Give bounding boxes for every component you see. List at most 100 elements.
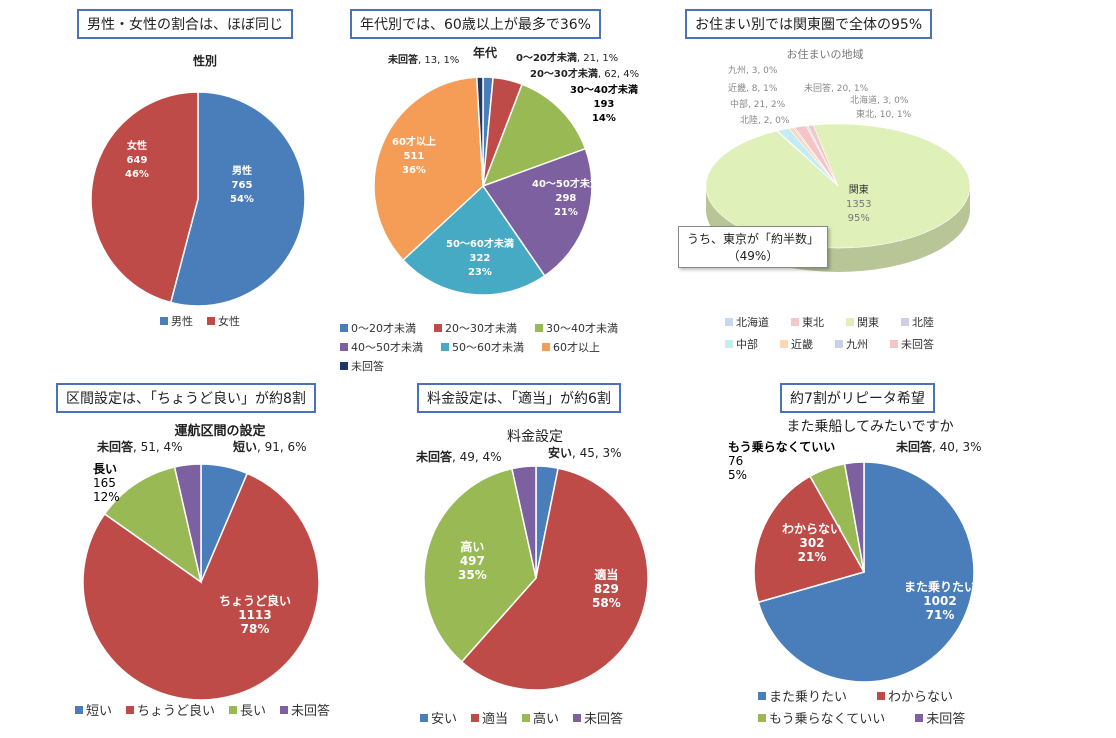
label-value: 1353 (846, 199, 872, 210)
legend-label: わからない (888, 690, 954, 705)
legend-item-2: 適当 (471, 708, 508, 727)
legend-label: 40～50才未満 (351, 341, 423, 354)
pie-slice-1 (169, 91, 306, 307)
data-label-2: 東北, 10, 1% (856, 108, 911, 122)
label-value-percent: , 21, 1% (576, 53, 619, 64)
data-label-4: 未回答, 40, 3% (896, 440, 982, 454)
data-label-3: 高い 497 35% (458, 540, 487, 582)
label-value: 829 (593, 582, 619, 596)
label-category: 未回答 (804, 84, 832, 94)
chart-fare: 料金設定 安い, 45, 3% 適当 829 58% 高い 497 35% 未回答, 49, … (410, 410, 670, 730)
label-percent: 95% (847, 213, 870, 224)
pie-slice-1 (757, 461, 975, 683)
pie-slice-4 (173, 463, 202, 583)
label-category: 40～50才未満 (532, 179, 600, 190)
legend-swatch (522, 713, 531, 722)
data-label-1: 男性 765 54% (230, 165, 254, 207)
data-label-4: 40～50才未満 298 21% (532, 178, 600, 220)
label-category: もう乗らなくていい (728, 440, 836, 454)
legend-item-1: 男性 (160, 313, 193, 329)
legend-item-1: 0～20才未満 (340, 320, 416, 336)
label-value-percent: , 45, 3% (572, 446, 622, 460)
legend-swatch (229, 705, 238, 714)
label-value: 302 (799, 536, 825, 550)
label-value: 193 (593, 99, 615, 110)
data-label-2: 20～30才未満, 62, 4% (530, 68, 639, 82)
legend-item-3: 長い (229, 700, 266, 719)
legend-swatch (901, 318, 909, 326)
legend: 男性 女性 (160, 313, 330, 329)
chart-title: 性別 (192, 54, 217, 68)
label-percent: 35% (458, 568, 487, 582)
legend-label: 未回答 (584, 712, 624, 727)
label-value: 76 (728, 454, 744, 468)
legend-swatch (835, 340, 843, 348)
legend-swatch (758, 713, 766, 722)
label-value: 497 (459, 554, 485, 568)
data-label-1: 0～20才未満, 21, 1% (516, 52, 618, 66)
label-percent: 78% (240, 622, 270, 636)
legend: 0～20才未満 20～30才未満 30～40才未満 40～50才未満 50～60才未満 6… (340, 320, 640, 374)
label-category: ちょうど良い (219, 594, 292, 608)
label-category: 北陸 (740, 116, 759, 126)
label-category: 高い (460, 540, 485, 554)
legend-label: 未回答 (926, 712, 966, 727)
pie-slice-2 (82, 472, 320, 701)
legend-swatch (126, 705, 135, 714)
label-value-percent: , 51, 4% (133, 440, 183, 454)
chart-age: 年代 0～20才未満, 21, 1% 20～30才未満, 62, 4% 30～40才… (340, 40, 640, 373)
data-label-4: 未回答, 49, 4% (416, 450, 502, 464)
label-value-percent: , 49, 4% (452, 450, 502, 464)
callout-repeat: 約7割がリピータ希望 (780, 383, 935, 413)
legend-label: 北陸 (912, 316, 934, 329)
label-category: 関東 (848, 185, 869, 196)
label-value-percent: , 20, 1% (831, 84, 869, 94)
label-percent: 12% (93, 490, 120, 504)
label-percent: 23% (467, 267, 492, 278)
legend-swatch (791, 318, 799, 326)
callout-gender: 男性・女性の割合は、ほぼ同じ (77, 9, 293, 39)
legend-label: また乗りたい (769, 690, 848, 705)
label-value-percent: , 3, 0% (746, 66, 778, 76)
legend-item-5: 50～60才未満 (441, 339, 524, 355)
legend-swatch (441, 343, 449, 351)
legend-item-3: 関東 (846, 314, 879, 330)
chart-repeat: また乗船してみたいですか また乗りたい 1002 71% わからない 302 21% もう乗… (700, 410, 1000, 730)
legend-item-3: 30～40才未満 (535, 320, 618, 336)
label-value: 1002 (923, 594, 957, 608)
label-value-percent: , 10, 1% (874, 110, 912, 120)
legend-label: 50～60才未満 (452, 341, 524, 354)
legend-label: 短い (86, 704, 113, 719)
legend-item-2: 女性 (207, 313, 240, 329)
label-category: 未回答 (97, 440, 134, 454)
legend: 安い 適当 高い 未回答 (420, 708, 670, 727)
legend-label: 九州 (846, 338, 868, 351)
label-value: 298 (555, 193, 577, 204)
label-value-percent: , 3, 0% (877, 96, 909, 106)
label-category: また乗りたい (904, 580, 977, 594)
callout-section: 区間設定は、「ちょうど良い」が約8割 (56, 383, 316, 413)
label-category: 東北 (856, 110, 875, 120)
legend-label: 適当 (482, 712, 509, 727)
legend-label: 高い (533, 712, 560, 727)
label-value: 511 (403, 151, 425, 162)
chart-residence: お住まいの地域 北海道, 3, 0% 東北, 10, 1% 関東 1353 95% 北陸,… (678, 40, 980, 360)
legend-swatch (877, 691, 886, 700)
legend-label: 近畿 (791, 338, 813, 351)
legend-label: 未回答 (351, 360, 384, 373)
legend-item-4: 40～50才未満 (340, 339, 423, 355)
legend-item-7: 九州 (835, 336, 868, 352)
data-label-2: 女性 649 46% (125, 140, 149, 182)
pie-slice-3 (481, 83, 587, 188)
pie-svg (753, 461, 975, 683)
legend-swatch (340, 362, 348, 370)
data-label-4: 未回答, 51, 4% (97, 440, 183, 454)
data-label-4: 北陸, 2, 0% (740, 114, 789, 128)
label-category: 0～20才未満 (516, 53, 577, 64)
legend-swatch (573, 713, 582, 722)
label-value-percent: , 8, 1% (746, 84, 778, 94)
legend-swatch (280, 705, 289, 714)
label-category: 30～40才未満 (570, 85, 638, 96)
label-value-percent: , 40, 3% (932, 440, 982, 454)
legend-swatch (434, 324, 442, 332)
